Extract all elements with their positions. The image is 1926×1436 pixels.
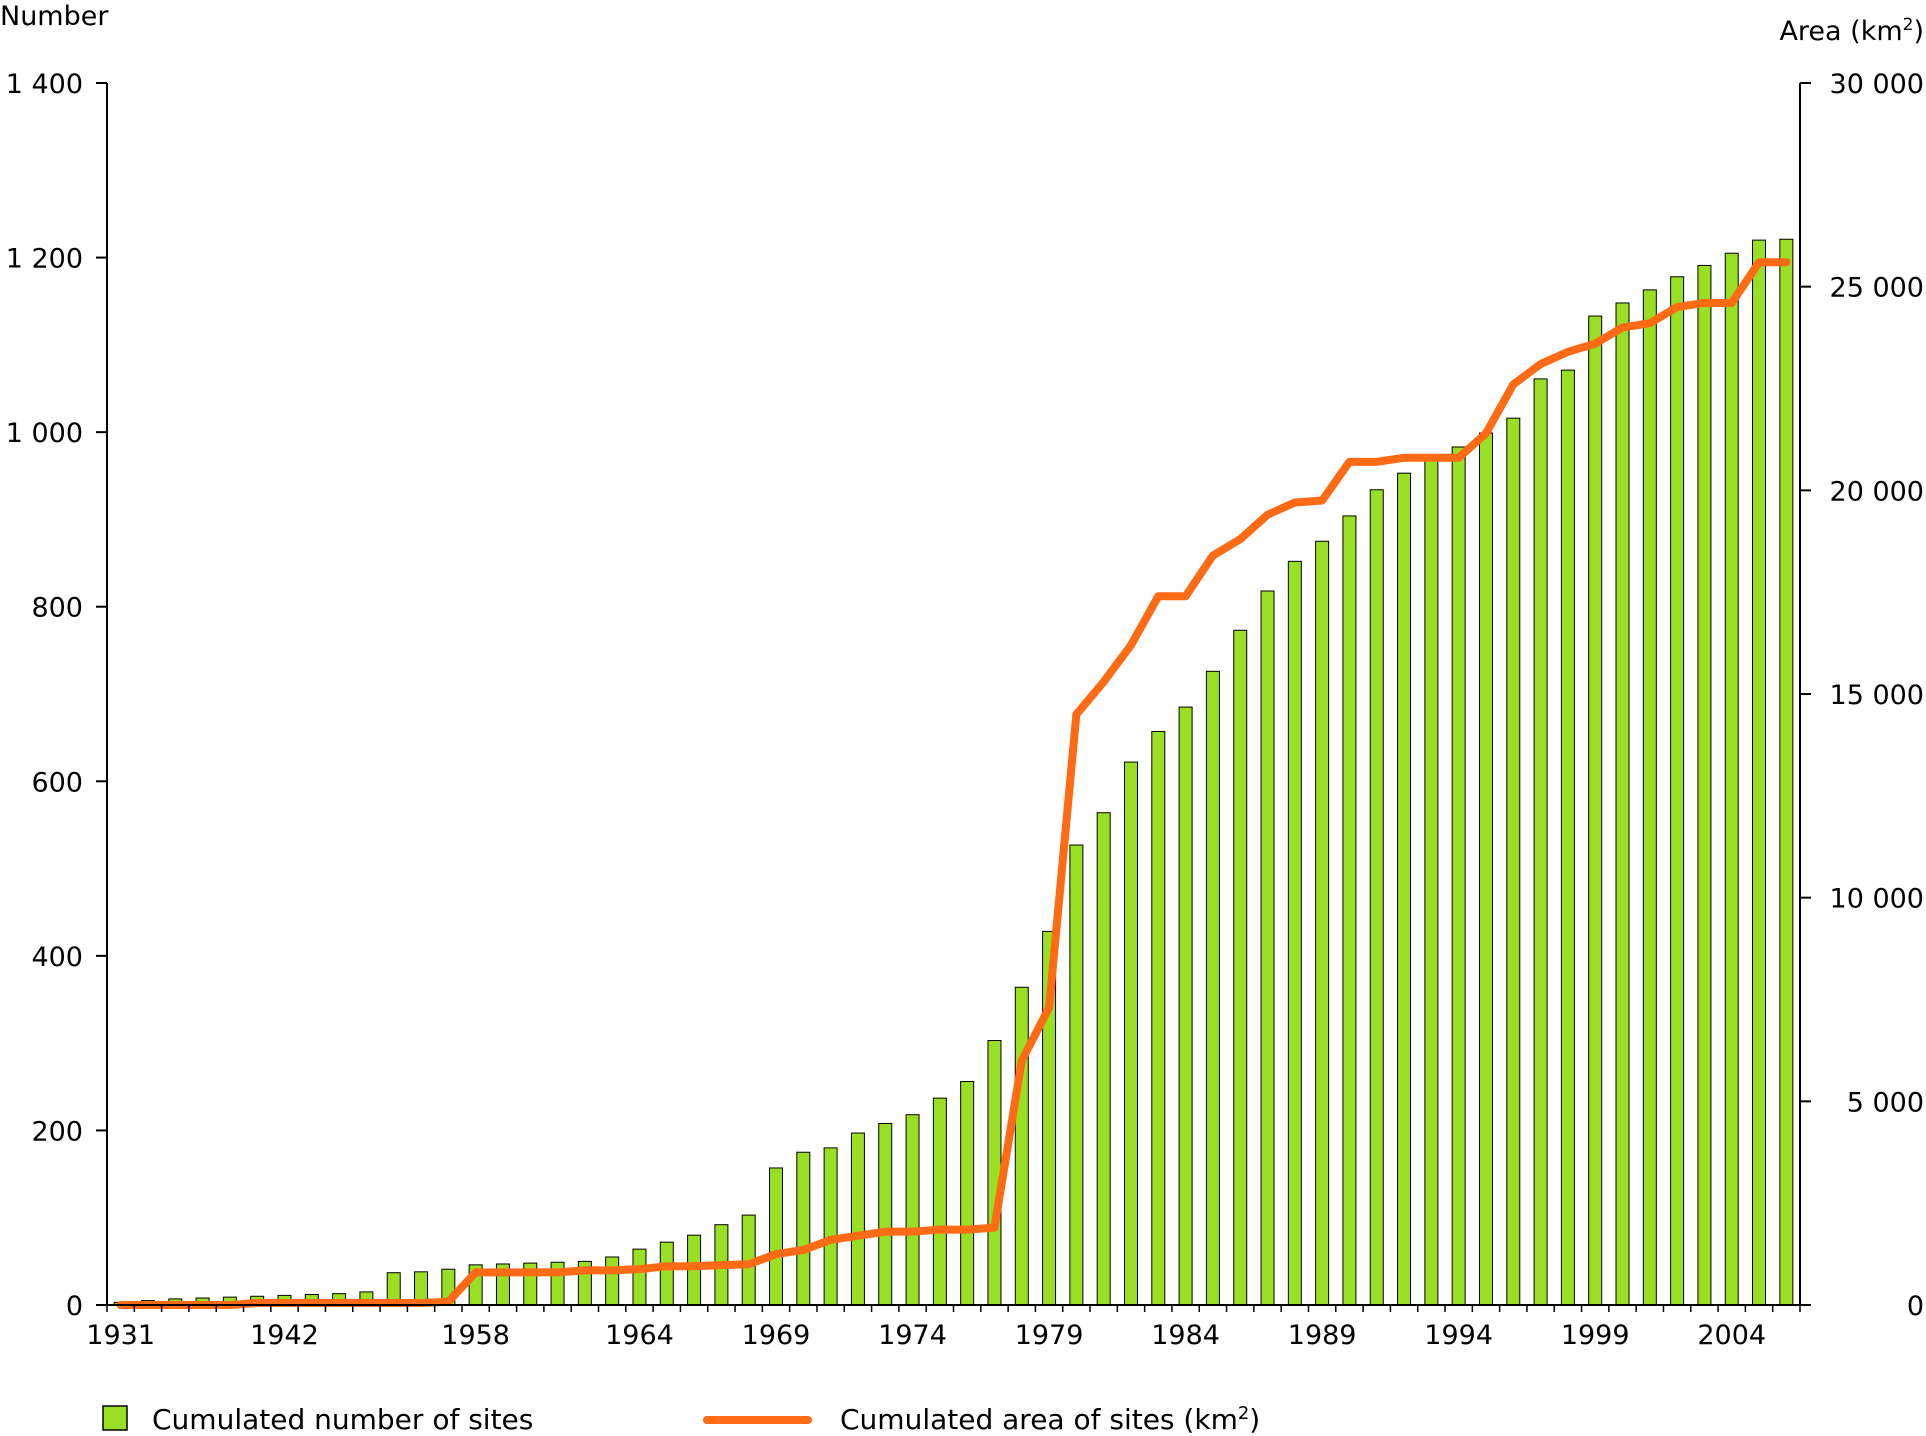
bar-1976 [960, 1081, 975, 1306]
bar-1990 [1342, 515, 1357, 1306]
right-tick-label: 25 000 [1830, 273, 1924, 304]
left-tick-label: 400 [31, 942, 83, 973]
bar-1993 [1424, 454, 1439, 1306]
left-tick-label: 600 [31, 767, 83, 798]
legend-bar-label: Cumulated number of sites [152, 1403, 533, 1436]
x-tick-label-1964: 1964 [605, 1320, 674, 1351]
legend-line-label: Cumulated area of sites (km2) [840, 1403, 1260, 1436]
bar-1969 [769, 1167, 784, 1306]
bar-1996 [1506, 417, 1521, 1306]
bar-1963 [605, 1256, 620, 1306]
bar-1986 [1233, 629, 1248, 1306]
x-tick-label-1958: 1958 [441, 1320, 510, 1351]
left-tick-label: 0 [66, 1291, 83, 1322]
bar-1987 [1260, 590, 1275, 1306]
bar-1980 [1069, 844, 1084, 1306]
left-axis-title: Number [0, 1, 109, 32]
bars-group [113, 238, 1794, 1306]
bar-1975 [932, 1097, 947, 1306]
bar-1984 [1178, 706, 1193, 1306]
axes-group [96, 82, 1811, 1312]
x-tick-label-1974: 1974 [878, 1320, 947, 1351]
area-line [116, 258, 1791, 1309]
bar-1988 [1287, 560, 1302, 1306]
bar-1997 [1533, 378, 1548, 1306]
bar-1981 [1096, 812, 1111, 1306]
bar-1989 [1315, 540, 1330, 1306]
right-tick-label: 30 000 [1830, 69, 1924, 100]
bar-1995 [1478, 432, 1493, 1306]
bar-1973 [878, 1122, 893, 1306]
legend-bar-swatch [102, 1405, 128, 1431]
bar-2000 [1615, 302, 1630, 1306]
right-tick-label: 0 [1907, 1291, 1924, 1322]
labels-group: Number Area (km2) 0 200 400 600 800 1 000 1 20… [0, 1, 1924, 1351]
right-axis-title: Area (km2) [1779, 15, 1924, 47]
bar-1998 [1560, 369, 1575, 1306]
bar-2005 [1752, 239, 1767, 1306]
bar-1985 [1205, 670, 1220, 1306]
left-tick-label: 800 [31, 593, 83, 624]
bar-1965 [659, 1241, 674, 1306]
x-tick-label-1999: 1999 [1561, 1320, 1630, 1351]
legend: Cumulated number of sites Cumulated area… [102, 1403, 1260, 1436]
right-tick-label: 20 000 [1830, 476, 1924, 507]
bar-2003 [1697, 264, 1712, 1306]
right-tick-label: 10 000 [1830, 884, 1924, 915]
left-tick-label: 1 000 [6, 418, 83, 449]
bar-1977 [987, 1040, 1002, 1306]
bar-1971 [823, 1147, 838, 1306]
bar-2006 [1779, 238, 1794, 1306]
bar-1970 [796, 1151, 811, 1306]
bar-1964 [632, 1248, 647, 1306]
bar-1992 [1397, 472, 1412, 1306]
right-tick-label: 5 000 [1847, 1087, 1924, 1118]
x-tick-label-1979: 1979 [1015, 1320, 1084, 1351]
right-tick-label: 15 000 [1830, 680, 1924, 711]
left-tick-label: 1 200 [6, 244, 83, 275]
bar-1994 [1451, 446, 1466, 1306]
x-tick-label-2004: 2004 [1697, 1320, 1766, 1351]
x-tick-label-1994: 1994 [1424, 1320, 1493, 1351]
bar-1978 [1014, 986, 1029, 1306]
x-tick-label-1989: 1989 [1288, 1320, 1357, 1351]
bar-1983 [1151, 731, 1166, 1306]
left-tick-label: 200 [31, 1116, 83, 1147]
bar-1982 [1123, 761, 1138, 1306]
bar-1999 [1588, 315, 1603, 1306]
x-tick-label-1931: 1931 [86, 1320, 155, 1351]
bar-2002 [1670, 276, 1685, 1306]
bar-2004 [1724, 252, 1739, 1306]
left-tick-label: 1 400 [6, 69, 83, 100]
line-group [116, 258, 1791, 1309]
bar-1972 [850, 1132, 865, 1306]
x-tick-label-1984: 1984 [1151, 1320, 1220, 1351]
bar-2001 [1642, 289, 1657, 1306]
x-tick-label-1969: 1969 [742, 1320, 811, 1351]
bar-1991 [1369, 489, 1384, 1306]
bar-1974 [905, 1114, 920, 1306]
x-tick-label-1942: 1942 [250, 1320, 319, 1351]
